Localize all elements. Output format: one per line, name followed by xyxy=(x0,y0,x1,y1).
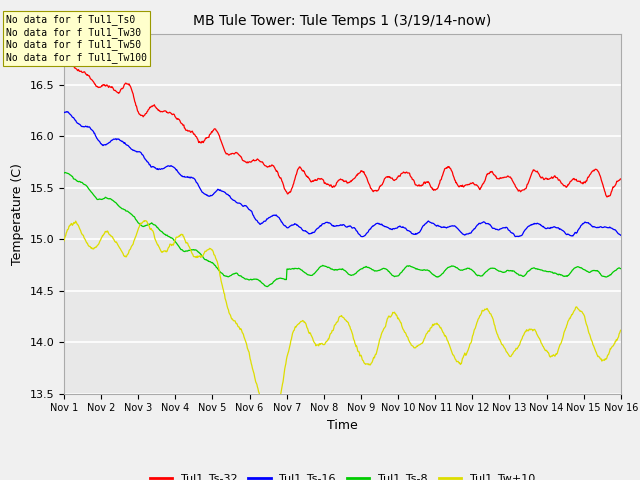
X-axis label: Time: Time xyxy=(327,419,358,432)
Text: No data for f Tul1_Ts0
No data for f Tul1_Tw30
No data for f Tul1_Tw50
No data f: No data for f Tul1_Ts0 No data for f Tul… xyxy=(6,14,147,63)
Legend: Tul1_Ts-32, Tul1_Ts-16, Tul1_Ts-8, Tul1_Tw+10: Tul1_Ts-32, Tul1_Ts-16, Tul1_Ts-8, Tul1_… xyxy=(145,469,540,480)
Title: MB Tule Tower: Tule Temps 1 (3/19/14-now): MB Tule Tower: Tule Temps 1 (3/19/14-now… xyxy=(193,14,492,28)
Y-axis label: Temperature (C): Temperature (C) xyxy=(11,163,24,264)
